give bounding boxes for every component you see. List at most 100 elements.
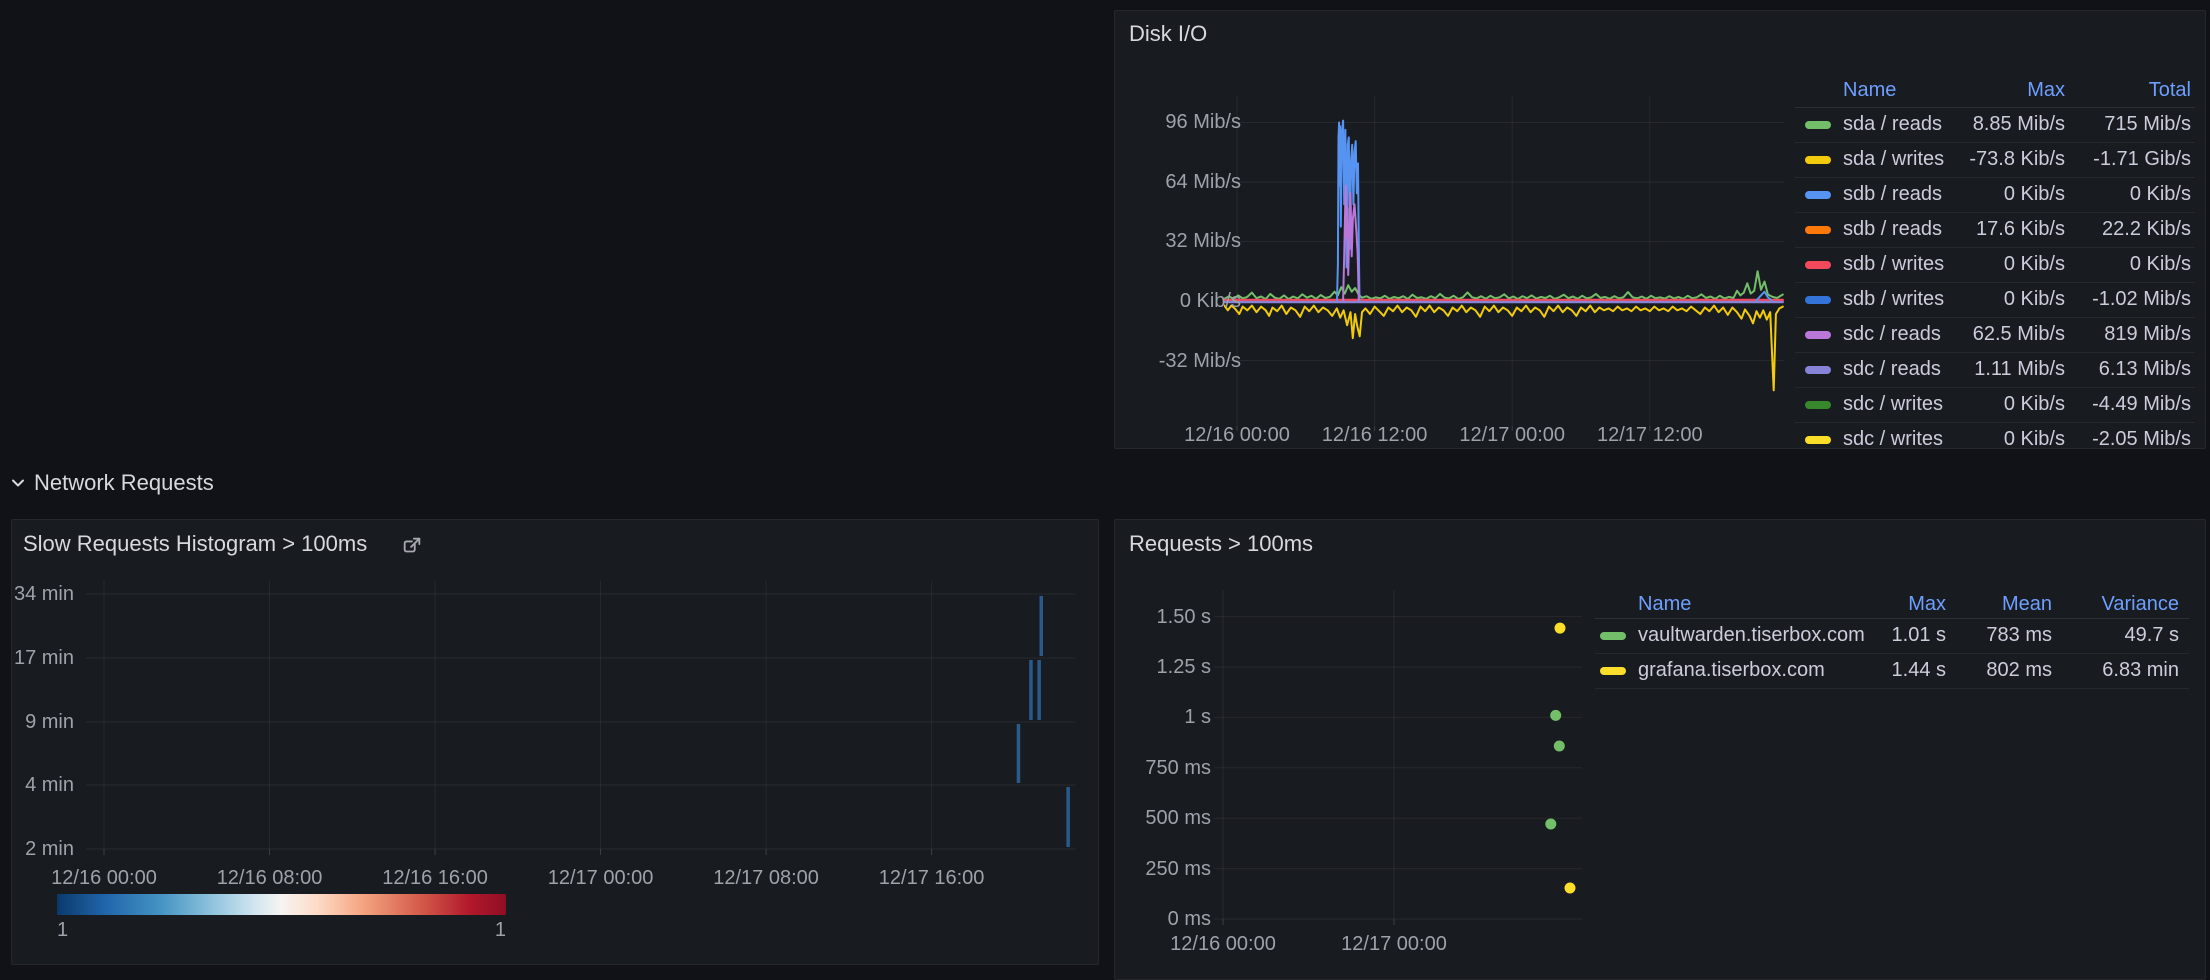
legend-row: sdb / writes 0 Kib/s 0 Kib/s xyxy=(1795,247,2195,283)
external-link-icon[interactable] xyxy=(401,535,423,557)
legend-row: sdc / writes 0 Kib/s -4.49 Mib/s xyxy=(1795,387,2195,423)
legend-max: 8.85 Mib/s xyxy=(1973,107,2065,142)
series-color-pill xyxy=(1600,632,1626,640)
legend-name[interactable]: sdc / reads xyxy=(1843,352,1941,387)
x-tick-label: 12/16 00:00 xyxy=(1158,933,1288,955)
y-tick-label: 32 Mib/s xyxy=(1115,230,1241,252)
legend-name[interactable]: sdb / reads xyxy=(1843,212,1942,247)
y-tick-label: 64 Mib/s xyxy=(1115,171,1241,193)
x-tick-label: 12/16 12:00 xyxy=(1310,424,1440,446)
legend-row: sdb / writes 0 Kib/s -1.02 Mib/s xyxy=(1795,282,2195,318)
legend-total: -4.49 Mib/s xyxy=(2092,387,2191,422)
y-tick-label: 250 ms xyxy=(1115,858,1211,880)
legend-max: 62.5 Mib/s xyxy=(1973,317,2065,352)
legend-name[interactable]: sdc / writes xyxy=(1843,387,1943,422)
legend-variance: 6.83 min xyxy=(2102,653,2179,688)
legend-name[interactable]: sdb / writes xyxy=(1843,247,1944,282)
y-tick-label: 4 min xyxy=(12,774,74,796)
legend-max: 0 Kib/s xyxy=(2004,282,2065,317)
x-tick-label: 12/17 12:00 xyxy=(1585,424,1715,446)
legend-name[interactable]: grafana.tiserbox.com xyxy=(1638,653,1825,688)
legend-row: sdc / reads 62.5 Mib/s 819 Mib/s xyxy=(1795,317,2195,353)
x-tick-label: 12/16 16:00 xyxy=(370,867,500,889)
legend-max: -73.8 Kib/s xyxy=(1969,142,2065,177)
legend-name[interactable]: sdb / writes xyxy=(1843,282,1944,317)
color-scale-gradient xyxy=(57,894,506,915)
y-tick-label: 17 min xyxy=(12,647,74,669)
legend-name[interactable]: sdb / reads xyxy=(1843,177,1942,212)
requests-scatter-chart[interactable] xyxy=(1214,590,1586,935)
legend-mean: 802 ms xyxy=(1986,653,2052,688)
legend-header-row: Name Max Total xyxy=(1795,73,2195,108)
series-color-pill xyxy=(1805,121,1831,129)
requests-over-100ms-panel: Requests > 100ms Name Max Mean Variance … xyxy=(1114,519,2206,980)
legend-max: 17.6 Kib/s xyxy=(1976,212,2065,247)
series-color-pill xyxy=(1805,366,1831,374)
y-tick-label: 0 ms xyxy=(1115,908,1211,930)
legend-header-mean[interactable]: Mean xyxy=(2002,590,2052,618)
legend-variance: 49.7 s xyxy=(2125,618,2179,653)
legend-total: 6.13 Mib/s xyxy=(2099,352,2191,387)
section-title: Network Requests xyxy=(34,470,214,496)
legend-total: 0 Kib/s xyxy=(2130,247,2191,282)
y-tick-label: 2 min xyxy=(12,838,74,860)
x-tick-label: 12/17 16:00 xyxy=(867,867,997,889)
legend-total: -2.05 Mib/s xyxy=(2092,422,2191,449)
legend-max: 1.11 Mib/s xyxy=(1974,352,2065,387)
series-color-pill xyxy=(1805,436,1831,444)
panel-title[interactable]: Requests > 100ms xyxy=(1129,531,1313,557)
legend-total: -1.71 Gib/s xyxy=(2093,142,2191,177)
legend-total: -1.02 Mib/s xyxy=(2092,282,2191,317)
section-network-requests[interactable]: Network Requests xyxy=(10,470,214,496)
disk-io-panel: Disk I/O Name Max Total sda / reads 8.85 … xyxy=(1114,10,2206,449)
legend-name[interactable]: sda / writes xyxy=(1843,142,1944,177)
legend-header-name[interactable]: Name xyxy=(1638,590,1691,618)
legend-row: sda / writes -73.8 Kib/s -1.71 Gib/s xyxy=(1795,142,2195,178)
legend-header-total[interactable]: Total xyxy=(2149,73,2191,107)
slow-requests-heatmap[interactable] xyxy=(86,581,1081,861)
y-tick-label: 9 min xyxy=(12,711,74,733)
series-color-pill xyxy=(1805,331,1831,339)
legend-name[interactable]: sda / reads xyxy=(1843,107,1942,142)
legend-max: 0 Kib/s xyxy=(2004,422,2065,449)
disk-io-chart[interactable] xyxy=(1224,96,1789,431)
legend-header-max[interactable]: Max xyxy=(2027,73,2065,107)
legend-name[interactable]: vaultwarden.tiserbox.com xyxy=(1638,618,1865,653)
chevron-down-icon xyxy=(10,475,26,491)
x-tick-label: 12/16 00:00 xyxy=(1172,424,1302,446)
panel-title[interactable]: Disk I/O xyxy=(1129,21,1207,47)
legend-name[interactable]: sdc / reads xyxy=(1843,317,1941,352)
y-tick-label: 1.50 s xyxy=(1115,606,1211,628)
legend-total: 22.2 Kib/s xyxy=(2102,212,2191,247)
legend-row: vaultwarden.tiserbox.com 1.01 s 783 ms 49.7… xyxy=(1595,618,2189,654)
series-color-pill xyxy=(1805,261,1831,269)
legend-total: 819 Mib/s xyxy=(2104,317,2191,352)
legend-header-variance[interactable]: Variance xyxy=(2102,590,2179,618)
y-tick-label: -32 Mib/s xyxy=(1115,350,1241,372)
y-tick-label: 34 min xyxy=(12,583,74,605)
y-tick-label: 500 ms xyxy=(1115,807,1211,829)
legend-max: 0 Kib/s xyxy=(2004,247,2065,282)
scale-max-label: 1 xyxy=(406,919,506,941)
legend-row: sda / reads 8.85 Mib/s 715 Mib/s xyxy=(1795,107,2195,143)
series-color-pill xyxy=(1805,156,1831,164)
legend-name[interactable]: sdc / writes xyxy=(1843,422,1943,449)
legend-header-name[interactable]: Name xyxy=(1843,73,1896,107)
legend-row: sdc / reads 1.11 Mib/s 6.13 Mib/s xyxy=(1795,352,2195,388)
series-color-pill xyxy=(1805,401,1831,409)
legend-max: 1.01 s xyxy=(1892,618,1946,653)
series-color-pill xyxy=(1805,296,1831,304)
disk-legend-table: Name Max Total sda / reads 8.85 Mib/s 715 … xyxy=(1795,73,2195,449)
legend-max: 0 Kib/s xyxy=(2004,177,2065,212)
panel-title[interactable]: Slow Requests Histogram > 100ms xyxy=(23,531,367,557)
y-tick-label: 1 s xyxy=(1115,706,1211,728)
y-tick-label: 0 Kib/s xyxy=(1115,290,1241,312)
series-color-pill xyxy=(1805,226,1831,234)
legend-header-max[interactable]: Max xyxy=(1908,590,1946,618)
x-tick-label: 12/17 00:00 xyxy=(1329,933,1459,955)
grafana-dashboard: { "theme": { "background": "#111217", "p… xyxy=(0,0,2210,978)
y-tick-label: 96 Mib/s xyxy=(1115,111,1241,133)
legend-mean: 783 ms xyxy=(1986,618,2052,653)
legend-total: 715 Mib/s xyxy=(2104,107,2191,142)
legend-max: 0 Kib/s xyxy=(2004,387,2065,422)
